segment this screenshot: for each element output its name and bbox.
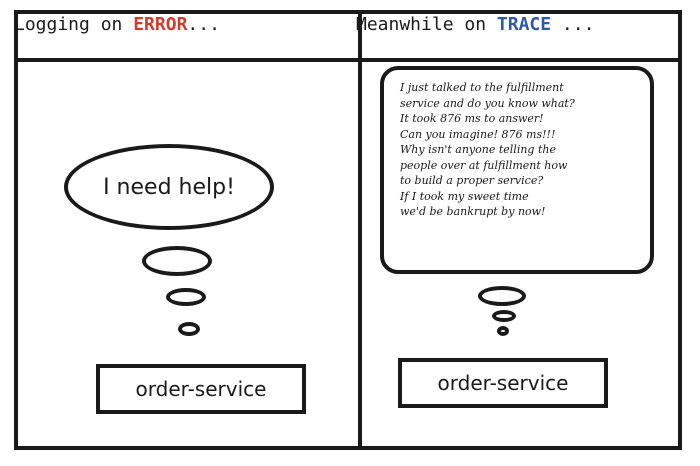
thought-bubble-dot-large	[142, 246, 212, 276]
speech-line: we'd be bankrupt by now!	[400, 205, 546, 218]
speech-line: Can you imagine! 876 ms!!!	[400, 127, 556, 141]
order-service-label-right: order-service	[437, 371, 569, 395]
right-caption: Meanwhile on TRACE ...	[356, 10, 594, 40]
left-caption-suffix: ...	[187, 14, 220, 35]
speech-line: to build a proper service?	[400, 174, 544, 187]
left-caption: Logging on ERROR...	[14, 10, 220, 40]
thought-text: I need help!	[103, 174, 235, 200]
trace-level-label: TRACE	[496, 14, 552, 35]
speech-line: It took 876 ms to answer!	[400, 112, 544, 125]
speech-bubble-dot-large	[478, 286, 526, 306]
speech-line: I just talked to the fulfillment	[400, 81, 564, 94]
speech-line: service and do you know what?	[400, 96, 575, 110]
speech-line: If I took my sweet time	[400, 189, 529, 203]
thought-bubble: I need help!	[64, 144, 274, 230]
speech-bubble-dot-small	[497, 326, 509, 336]
panel-divider	[358, 14, 362, 446]
error-level-label: ERROR	[133, 14, 188, 35]
left-caption-prefix: Logging on	[14, 14, 123, 35]
order-service-box-right: order-service	[398, 358, 608, 408]
speech-bubble-dot-medium	[492, 310, 516, 322]
speech-line: Why isn't anyone telling the	[400, 143, 556, 156]
speech-line: people over at fulfillment how	[400, 158, 568, 172]
right-caption-suffix: ...	[561, 14, 595, 35]
speech-bubble: I just talked to the fulfillment service…	[380, 66, 654, 274]
thought-bubble-dot-small	[178, 322, 200, 336]
order-service-label-left: order-service	[135, 377, 267, 401]
thought-bubble-dot-medium	[166, 288, 206, 306]
comic-frame	[14, 10, 682, 450]
right-caption-prefix: Meanwhile on	[356, 14, 487, 35]
caption-divider	[18, 58, 678, 62]
order-service-box-left: order-service	[96, 364, 306, 414]
